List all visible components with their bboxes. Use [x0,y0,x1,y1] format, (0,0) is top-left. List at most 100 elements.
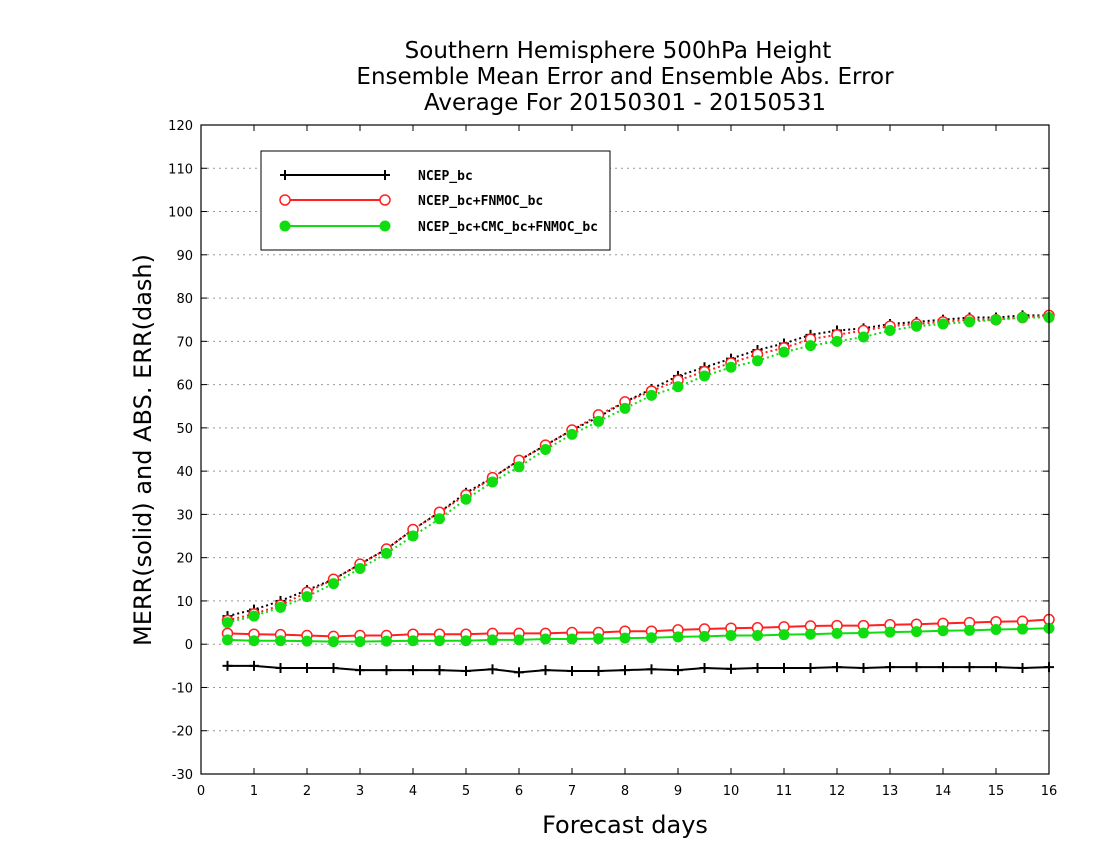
abs-err-point [328,578,339,590]
title-line-2: Ensemble Mean Error and Ensemble Abs. Er… [356,64,894,90]
y-tick-label: 120 [168,119,193,134]
gridlines [201,167,1049,732]
x-tick-label: 2 [303,784,311,799]
abs-err-point [593,415,604,427]
plot-series [221,309,1055,678]
merr-point [381,665,392,676]
y-tick-label: -20 [172,725,193,740]
merr-point [938,662,948,673]
abs-err-point [407,530,419,542]
abs-err-line [227,314,1050,622]
abs-err-point [248,610,260,622]
y-tick-label: 110 [168,162,193,177]
abs-err-point [672,381,684,393]
merr-point [911,662,922,673]
merr-point [937,625,949,637]
merr-point [540,665,551,676]
abs-err-line [227,314,1049,618]
merr-point [884,626,896,638]
x-tick-label: 6 [515,784,523,799]
merr-point [752,662,763,673]
merr-point [222,634,233,646]
legend-marker-start [279,220,291,232]
merr-point [805,628,816,640]
x-axis-label: Forecast days [542,811,708,839]
abs-err-point [964,316,975,328]
chart-title: Southern Hemisphere 500hPa Height Ensemb… [356,38,894,116]
legend-label-ncep-cmc-fnmoc: NCEP_bc+CMC_bc+FNMOC_bc [418,220,598,235]
abs-err-point [699,370,710,382]
abs-err-point [805,340,816,352]
legend-marker-ncep-cmc-fnmoc [279,220,391,232]
abs-err-point [381,547,392,559]
merr-point [832,662,842,673]
x-tick-label: 8 [621,784,629,799]
merr-point [593,633,604,645]
abs-err-point [619,402,631,414]
merr-point [1017,623,1028,635]
merr-point [885,662,895,673]
merr-point [725,630,737,642]
y-tick-label: 100 [168,206,193,221]
abs-err-point [858,331,869,343]
legend-marker-start [280,170,290,180]
merr-point [461,666,471,677]
merr-point [434,665,445,676]
legend-marker-end [380,170,390,180]
x-tick-label: 12 [829,784,846,799]
merr-point [1017,662,1028,673]
abs-err-point [487,476,498,488]
abs-err-point [1017,312,1028,324]
series-1 [221,309,1055,643]
x-tick-label: 10 [723,784,740,799]
x-tick-label: 16 [1041,784,1058,799]
merr-point [858,627,869,639]
merr-point [407,635,419,647]
merr-point [726,663,736,674]
merr-point [248,635,260,647]
legend-marker-end [379,220,391,232]
abs-err-point [911,320,922,332]
y-tick-label: 80 [176,292,193,307]
abs-err-point [646,389,657,401]
merr-point [779,662,789,673]
merr-line [227,618,1050,638]
legend-label-ncep-fnmoc: NCEP_bc+FNMOC_bc [418,194,543,209]
x-tick-label: 11 [776,784,793,799]
legend-item-ncep-bc: NCEP_bc [280,169,473,184]
merr-point [434,635,445,647]
merr-point [381,635,392,647]
legend-marker-end [379,194,391,206]
abs-err-point [275,601,286,613]
y-tick-label: 0 [185,638,193,653]
abs-err-point [354,562,366,574]
y-tick-label: -30 [172,768,193,783]
y-tick-label: 10 [176,595,193,610]
merr-point [301,635,313,647]
abs-err-point [434,513,445,525]
merr-point [593,666,604,677]
merr-point [646,632,657,644]
merr-point [328,636,339,648]
legend-marker-start [279,194,291,206]
merr-point [487,634,498,646]
abs-err-point [937,318,949,330]
legend-label-ncep-bc: NCEP_bc [418,169,473,184]
merr-point [990,623,1002,635]
merr-point [699,662,710,673]
abs-err-point [222,617,233,629]
legend: NCEP_bc NCEP_bc+FNMOC_bc NCEP_bc+CMC_bc+… [260,150,611,251]
abs-err-point [513,461,525,473]
merr-point [540,633,551,645]
merr-point [460,635,472,647]
merr-point [831,627,843,639]
merr-point [620,665,630,676]
series-0 [222,310,1054,678]
y-tick-label: 70 [176,335,193,350]
merr-point [566,633,578,645]
merr-point [911,626,922,638]
series-2 [222,312,1055,648]
title-line-1: Southern Hemisphere 500hPa Height [405,38,832,64]
y-tick-label: 30 [176,508,193,523]
